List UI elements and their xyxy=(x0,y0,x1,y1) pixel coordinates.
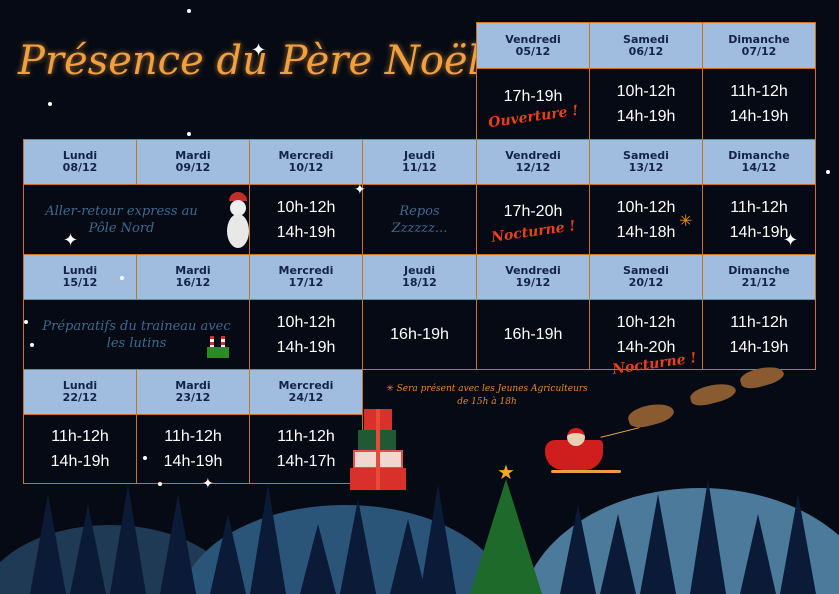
day-header: Vendredi 19/12 xyxy=(476,254,590,300)
day-hours: 11h-12h 14h-17h xyxy=(249,414,363,484)
snow-dot xyxy=(120,276,124,280)
day-hours: 10h-12h 14h-20h xyxy=(589,299,703,370)
elf-legs-icon xyxy=(207,336,229,358)
day-hours: 16h-19h xyxy=(362,299,477,370)
day-hours: 17h-20h Nocturne ! xyxy=(476,184,590,255)
day-hours: 11h-12h 14h-19h xyxy=(702,68,816,140)
snow-dot xyxy=(143,456,147,460)
snow-dot xyxy=(187,132,191,136)
day-hours: 10h-12h 14h-19h xyxy=(249,299,363,370)
day-header: Jeudi 11/12 xyxy=(362,139,477,185)
snow-dot xyxy=(24,320,28,324)
day-hours: 11h-12h 14h-19h xyxy=(702,184,816,255)
snow-dot xyxy=(48,102,52,106)
reindeer-icon xyxy=(688,379,738,409)
asterisk-marker-icon: ✳ xyxy=(679,211,693,230)
background-scenery: ★ xyxy=(0,460,839,594)
day-header: Vendredi 12/12 xyxy=(476,139,590,185)
day-header: Dimanche 14/12 xyxy=(702,139,816,185)
day-header: Mercredi 10/12 xyxy=(249,139,363,185)
day-hours: 17h-19h Ouverture ! xyxy=(476,68,590,140)
day-hours: 16h-19h xyxy=(476,299,590,370)
sparkle-icon: ✦ xyxy=(783,230,799,251)
footnote: ✳ Sera présent avec les Jeunes Agriculte… xyxy=(386,384,588,407)
day-header: Mercredi 24/12 xyxy=(249,369,363,415)
sparkle-icon: ✦ xyxy=(251,40,267,61)
day-header: Mercredi 17/12 xyxy=(249,254,363,300)
day-hours: 11h-12h 14h-19h xyxy=(23,414,137,484)
sparkle-icon: ✦ xyxy=(63,230,79,251)
page-title: Présence du Père Noël xyxy=(18,38,481,84)
snow-dot xyxy=(30,343,34,347)
merged-note: Aller-retour express au Pôle Nord xyxy=(23,184,250,255)
day-header: Samedi 06/12 xyxy=(589,22,703,69)
day-header: Lundi 08/12 xyxy=(23,139,137,185)
day-header: Dimanche 07/12 xyxy=(702,22,816,69)
day-hours: 11h-12h 14h-19h xyxy=(702,299,816,370)
day-header: Samedi 13/12 xyxy=(589,139,703,185)
day-header: Samedi 20/12 xyxy=(589,254,703,300)
sparkle-icon: ✦ xyxy=(354,182,366,198)
merged-note: Préparatifs du traineau avec les lutins xyxy=(23,299,250,370)
reindeer-icon xyxy=(626,399,676,431)
snow-dot xyxy=(187,9,191,13)
day-header: Mardi 09/12 xyxy=(136,139,250,185)
day-header: Mardi 16/12 xyxy=(136,254,250,300)
snow-dot xyxy=(826,170,830,174)
tree-star-icon: ★ xyxy=(497,460,515,484)
snow-dot xyxy=(158,482,162,486)
rest-note: Repos Zzzzzz... xyxy=(362,184,477,255)
day-header: Vendredi 05/12 xyxy=(476,22,590,69)
day-header: Lundi 22/12 xyxy=(23,369,137,415)
christmas-tree-icon xyxy=(470,479,542,594)
day-header: Jeudi 18/12 xyxy=(362,254,477,300)
day-hours: 10h-12h 14h-19h xyxy=(249,184,363,255)
day-hours: 11h-12h 14h-19h xyxy=(136,414,250,484)
day-header: Dimanche 21/12 xyxy=(702,254,816,300)
day-header: Mardi 23/12 xyxy=(136,369,250,415)
santa-sleigh-icon xyxy=(545,428,621,474)
snowman-icon xyxy=(225,192,249,250)
day-hours: 10h-12h 14h-19h xyxy=(589,68,703,140)
sparkle-icon: ✦ xyxy=(202,476,214,492)
gift-stack-icon xyxy=(350,405,408,490)
